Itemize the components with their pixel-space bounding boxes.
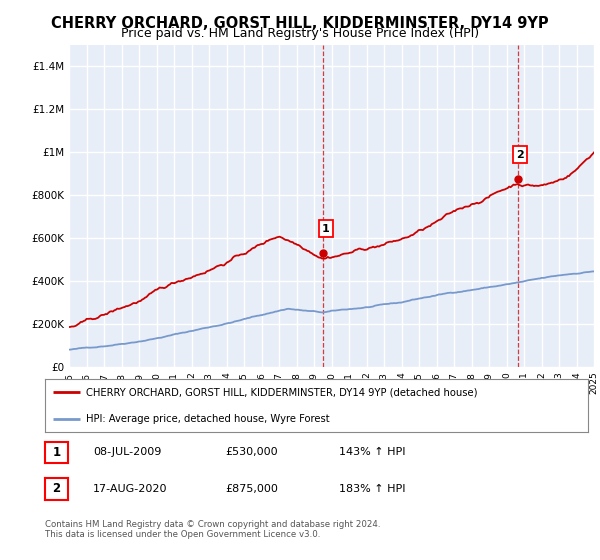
Text: CHERRY ORCHARD, GORST HILL, KIDDERMINSTER, DY14 9YP: CHERRY ORCHARD, GORST HILL, KIDDERMINSTE… [51,16,549,31]
Text: HPI: Average price, detached house, Wyre Forest: HPI: Average price, detached house, Wyre… [86,414,329,424]
Text: 08-JUL-2009: 08-JUL-2009 [93,447,161,458]
Text: 1: 1 [52,446,61,459]
Text: 1: 1 [322,223,329,234]
Text: 143% ↑ HPI: 143% ↑ HPI [339,447,406,458]
Text: Contains HM Land Registry data © Crown copyright and database right 2024.
This d: Contains HM Land Registry data © Crown c… [45,520,380,539]
Text: £875,000: £875,000 [225,484,278,494]
Text: 2: 2 [52,482,61,496]
Text: £530,000: £530,000 [225,447,278,458]
Text: 2: 2 [516,150,524,160]
Text: 17-AUG-2020: 17-AUG-2020 [93,484,167,494]
Text: 183% ↑ HPI: 183% ↑ HPI [339,484,406,494]
Text: CHERRY ORCHARD, GORST HILL, KIDDERMINSTER, DY14 9YP (detached house): CHERRY ORCHARD, GORST HILL, KIDDERMINSTE… [86,388,477,398]
Text: Price paid vs. HM Land Registry's House Price Index (HPI): Price paid vs. HM Land Registry's House … [121,27,479,40]
